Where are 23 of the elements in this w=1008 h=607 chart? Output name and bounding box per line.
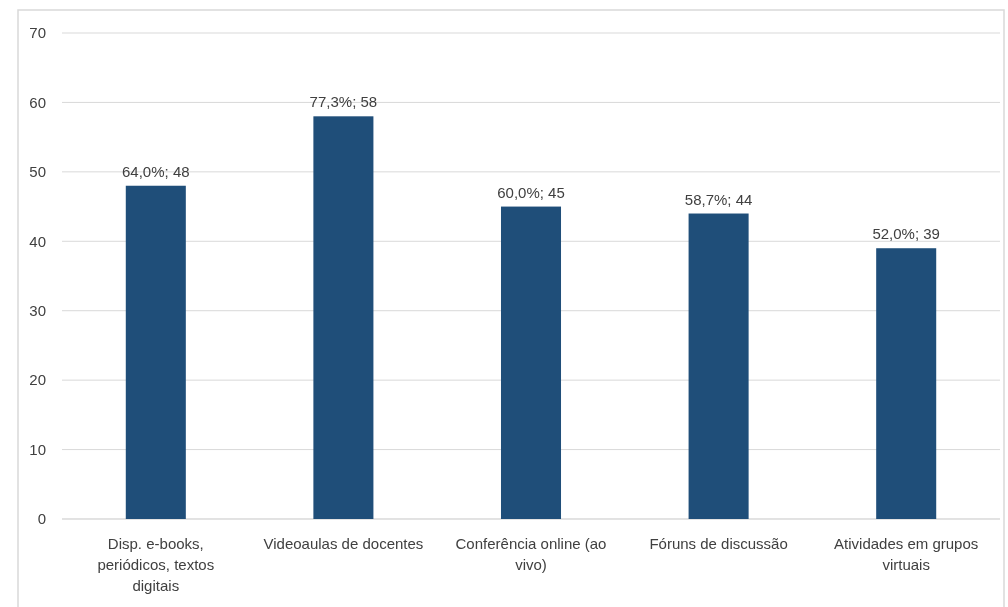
- data-label: 77,3%; 58: [309, 93, 378, 111]
- data-label: 58,7%; 44: [684, 190, 753, 208]
- bar: [876, 248, 937, 519]
- x-tick-label: Atividades em grupos virtuais: [834, 535, 979, 573]
- bar: [125, 185, 186, 519]
- x-tick-label: Disp. e-books, periódicos, textos digitais: [97, 535, 215, 594]
- y-tick-label: 60: [29, 93, 46, 111]
- bar: [688, 213, 749, 519]
- data-label: 64,0%; 48: [122, 162, 190, 180]
- x-tick-label: Fóruns de discussão: [649, 535, 788, 552]
- y-tick-label: 30: [29, 301, 46, 319]
- y-tick-label: 10: [29, 440, 46, 458]
- bar: [313, 116, 374, 519]
- y-tick-label: 0: [37, 510, 46, 528]
- y-tick-label: 40: [29, 232, 46, 250]
- y-tick-label: 50: [29, 163, 46, 181]
- data-label: 52,0%; 39: [872, 225, 940, 243]
- y-tick-label: 70: [29, 24, 46, 42]
- x-tick-label: Conferência online (ao vivo): [455, 535, 607, 573]
- x-tick-label: Videoaulas de docentes: [263, 535, 424, 552]
- y-tick-label: 20: [29, 371, 46, 389]
- bar: [500, 206, 562, 519]
- data-label: 60,0%; 45: [497, 183, 565, 201]
